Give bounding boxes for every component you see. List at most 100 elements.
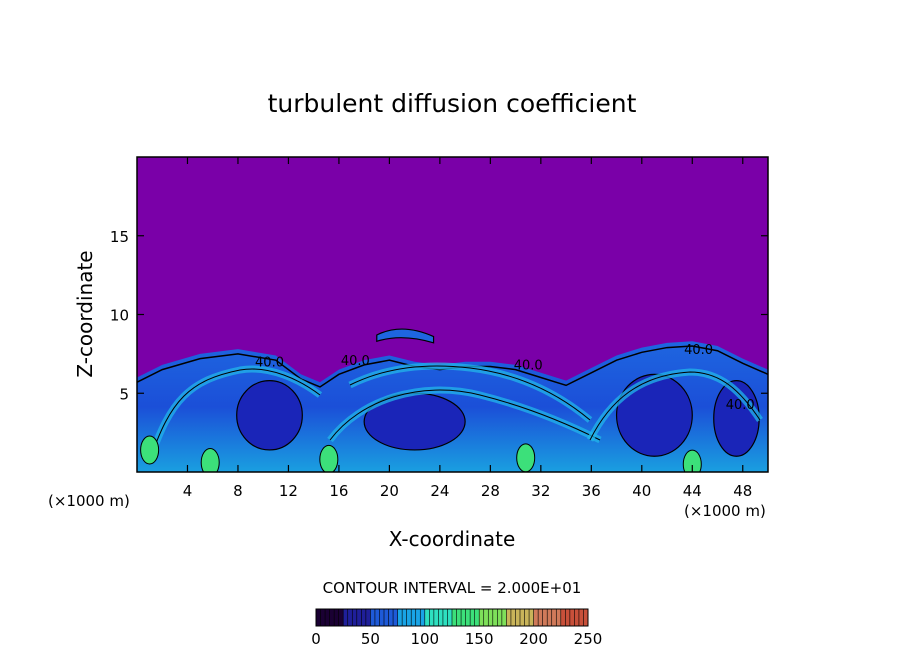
filament-contour-1: [149, 368, 321, 461]
x-tick-label: 40: [632, 482, 651, 500]
colorbar-swatch: [520, 609, 526, 626]
colorbar-swatch: [497, 609, 503, 626]
colorbar-swatch: [560, 609, 566, 626]
colorbar-swatch: [565, 609, 571, 626]
colorbar-swatch: [569, 609, 575, 626]
colorbar-swatch: [329, 609, 335, 626]
colorbar-swatch: [438, 609, 444, 626]
colorbar-swatch: [515, 609, 521, 626]
colorbar-swatch: [533, 609, 539, 626]
y-tick-label: 10: [110, 307, 129, 325]
x-unit-right: (×1000 m): [684, 502, 766, 520]
colorbar-swatch: [374, 609, 380, 626]
y-axis-label: Z-coordinate: [73, 250, 97, 377]
colorbar-swatch: [334, 609, 340, 626]
colorbar-tick-label: 0: [311, 630, 321, 648]
x-axis: 4 8 12 16 20 24 28 32 36 40 44 48: [183, 157, 752, 500]
colorbar-swatch: [393, 609, 399, 626]
colorbar-swatch: [551, 609, 557, 626]
colorbar-swatch: [583, 609, 589, 626]
x-tick-label: 4: [183, 482, 193, 500]
colorbar-swatch: [542, 609, 548, 626]
colorbar-swatch: [578, 609, 584, 626]
colorbar-tick-label: 50: [361, 630, 380, 648]
colorbar-swatch: [316, 609, 322, 626]
colorbar-swatch: [556, 609, 562, 626]
x-tick-label: 20: [380, 482, 399, 500]
y-axis: 5 10 15: [110, 228, 768, 403]
colorbar-swatch: [461, 609, 467, 626]
colorbar-swatch: [424, 609, 430, 626]
colorbar-swatch: [361, 609, 367, 626]
colorbar-swatch: [429, 609, 435, 626]
colorbar-swatch: [420, 609, 426, 626]
colorbar-swatch: [388, 609, 394, 626]
vortex-core-1: [236, 380, 303, 451]
colorbar-swatch: [547, 609, 553, 626]
colorbar-swatch: [325, 609, 331, 626]
contour-label: 40.0: [726, 398, 755, 413]
contour-label: 40.0: [255, 355, 284, 370]
detached-turbulent-patch: [376, 328, 435, 344]
colorbar-swatch: [510, 609, 516, 626]
colorbar-swatch: [402, 609, 408, 626]
plot-area: 40.0 40.0 40.0 40.0 40.0: [137, 157, 768, 472]
colorbar-swatch: [433, 609, 439, 626]
colorbar-swatch: [343, 609, 349, 626]
colorbar-swatch: [379, 609, 385, 626]
colorbar-swatch: [492, 609, 498, 626]
high-diffusion-patch-3: [516, 443, 536, 472]
colorbar-swatch: [352, 609, 358, 626]
colorbar-swatch: [411, 609, 417, 626]
x-tick-label: 12: [279, 482, 298, 500]
colorbar-swatch: [506, 609, 512, 626]
colorbar-swatch: [465, 609, 471, 626]
filament-contour-2: [329, 389, 601, 441]
colorbar-swatch: [356, 609, 362, 626]
x-axis-label: X-coordinate: [389, 527, 516, 551]
x-tick-label: 8: [233, 482, 243, 500]
colorbar-swatch: [338, 609, 344, 626]
x-tick-label: 28: [481, 482, 500, 500]
x-tick-label: 44: [683, 482, 702, 500]
colorbar-swatch: [474, 609, 480, 626]
colorbar-swatch: [483, 609, 489, 626]
colorbar-swatch: [442, 609, 448, 626]
colorbar-swatch: [384, 609, 390, 626]
colorbar-swatch: [524, 609, 530, 626]
colorbar-swatch: [470, 609, 476, 626]
colorbar-swatch: [397, 609, 403, 626]
contour-label: 40.0: [341, 354, 370, 369]
x-tick-label: 36: [582, 482, 601, 500]
chart-title: turbulent diffusion coefficient: [268, 89, 637, 118]
high-diffusion-patch-2: [319, 444, 339, 472]
colorbar-tick-label: 100: [410, 630, 439, 648]
colorbar-tick-label: 250: [574, 630, 603, 648]
filament-contour-3: [589, 371, 761, 441]
x-tick-label: 48: [733, 482, 752, 500]
colorbar-tick-label: 150: [465, 630, 494, 648]
x-tick-label: 32: [531, 482, 550, 500]
vortex-core-3: [615, 373, 693, 457]
y-tick-label: 5: [119, 385, 129, 403]
colorbar-swatch: [347, 609, 353, 626]
contour-label: 40.0: [514, 359, 543, 374]
y-tick-label: 15: [110, 228, 129, 246]
x-tick-label: 16: [329, 482, 348, 500]
colorbar-swatch: [415, 609, 421, 626]
colorbar: 0 50 100 150 200 250: [311, 608, 603, 648]
colorbar-swatch: [529, 609, 535, 626]
colorbar-swatch: [447, 609, 453, 626]
colorbar-swatch: [320, 609, 326, 626]
colorbar-tick-label: 200: [519, 630, 548, 648]
colorbar-swatch: [452, 609, 458, 626]
contour-label: 40.0: [684, 343, 713, 358]
colorbar-swatch: [501, 609, 507, 626]
colorbar-swatch: [488, 609, 494, 626]
contour-interval-text: CONTOUR INTERVAL = 2.000E+01: [323, 579, 582, 597]
filament-contour-4: [349, 365, 591, 421]
turbulent-field: 40.0 40.0 40.0 40.0 40.0: [137, 328, 768, 472]
colorbar-swatch: [365, 609, 371, 626]
colorbar-frame: [315, 608, 589, 627]
